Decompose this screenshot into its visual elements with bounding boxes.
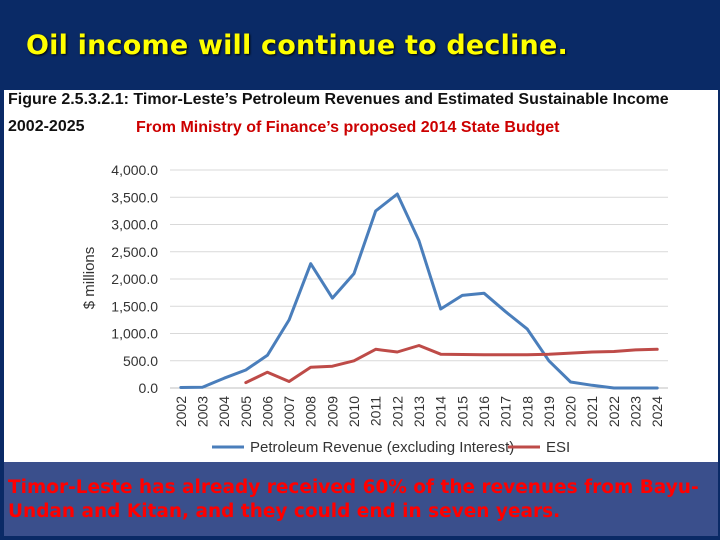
x-tick-label: 2003 bbox=[194, 396, 210, 427]
x-tick-label: 2021 bbox=[584, 396, 600, 427]
x-tick-label: 2023 bbox=[628, 396, 644, 427]
y-tick-label: 0.0 bbox=[139, 380, 159, 396]
line-chart: 0.0 500.0 1,000.0 1,500.0 2,000.0 2,500.0 3,00… bbox=[81, 162, 668, 456]
figure-caption-years: 2002-2025 bbox=[8, 118, 85, 135]
y-tick-label: 1,000.0 bbox=[111, 326, 158, 342]
y-tick-label: 3,000.0 bbox=[111, 217, 158, 233]
figure-caption: Figure 2.5.3.2.1: Timor-Leste’s Petroleu… bbox=[8, 91, 669, 108]
x-tick-label: 2012 bbox=[389, 396, 405, 427]
x-tick-label: 2007 bbox=[281, 396, 297, 427]
series-lines bbox=[179, 192, 659, 390]
x-tick-label: 2009 bbox=[324, 396, 340, 427]
esi-line bbox=[244, 344, 659, 385]
legend-label: Petroleum Revenue (excluding Interest) bbox=[250, 439, 514, 456]
x-tick-label: 2016 bbox=[476, 396, 492, 427]
slide-title: Oil income will continue to decline. bbox=[26, 30, 568, 61]
source-note: From Ministry of Finance’s proposed 2014… bbox=[136, 119, 560, 136]
y-tick-label: 3,500.0 bbox=[111, 189, 158, 205]
legend: Petroleum Revenue (excluding Interest) ES… bbox=[212, 439, 570, 456]
footer-panel: Timor-Leste has already received 60% of … bbox=[4, 462, 718, 536]
x-tick-label: 2019 bbox=[541, 396, 557, 427]
x-tick-label: 2004 bbox=[216, 396, 232, 427]
figure-panel: Figure 2.5.3.2.1: Timor-Leste’s Petroleu… bbox=[4, 90, 718, 462]
x-tick-label: 2024 bbox=[649, 396, 665, 427]
x-tick-labels: 2002 2003 2004 2005 2006 2007 2008 2009 2010 2011… bbox=[173, 396, 665, 427]
x-tick-label: 2014 bbox=[433, 396, 449, 427]
y-axis-label: $ millions bbox=[81, 247, 98, 310]
x-tick-label: 2015 bbox=[454, 396, 470, 427]
y-tick-label: 2,000.0 bbox=[111, 271, 158, 287]
y-tick-label: 2,500.0 bbox=[111, 244, 158, 260]
x-tick-label: 2022 bbox=[606, 396, 622, 427]
y-tick-label: 4,000.0 bbox=[111, 162, 158, 178]
x-tick-label: 2018 bbox=[519, 396, 535, 427]
x-tick-label: 2008 bbox=[303, 396, 319, 427]
footer-text: Timor-Leste has already received 60% of … bbox=[8, 477, 699, 522]
x-tick-label: 2017 bbox=[498, 396, 514, 427]
y-tick-label: 500.0 bbox=[123, 353, 158, 369]
petroleum-revenue-line bbox=[179, 192, 659, 390]
x-tick-label: 2013 bbox=[411, 396, 427, 427]
x-tick-label: 2005 bbox=[238, 396, 254, 427]
y-tick-label: 1,500.0 bbox=[111, 298, 158, 314]
legend-label: ESI bbox=[546, 439, 570, 456]
x-tick-label: 2011 bbox=[368, 396, 384, 426]
x-tick-label: 2020 bbox=[563, 396, 579, 427]
y-tick-labels: 0.0 500.0 1,000.0 1,500.0 2,000.0 2,500.0 3,00… bbox=[111, 162, 158, 396]
x-tick-label: 2010 bbox=[346, 396, 362, 427]
grid-lines bbox=[170, 169, 668, 362]
x-tick-label: 2006 bbox=[259, 396, 275, 427]
x-tick-label: 2002 bbox=[173, 396, 189, 427]
